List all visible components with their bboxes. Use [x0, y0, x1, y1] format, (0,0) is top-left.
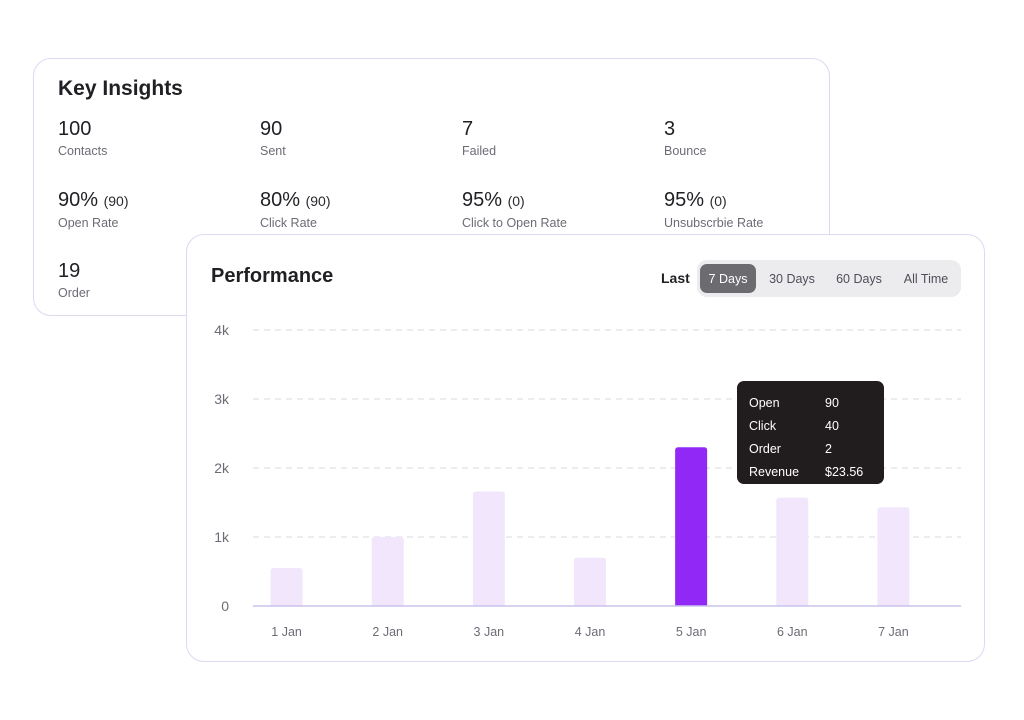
tooltip-row-open: Open 90 — [749, 391, 872, 414]
y-tick-label: 3k — [214, 391, 230, 407]
metric-value: 100 — [58, 118, 92, 140]
bar — [776, 497, 809, 606]
metric-sub-value: (90) — [305, 193, 331, 209]
chart-tooltip: Open 90 Click 40 Order 2 Revenue $23.56 — [737, 381, 884, 484]
tooltip-row-order: Order 2 — [749, 437, 872, 460]
tooltip-value: $23.56 — [825, 464, 864, 479]
metric-open-rate: 90% (90) Open Rate — [58, 188, 129, 230]
metric-label: Bounce — [664, 144, 707, 158]
range-60-days-button[interactable]: 60 Days — [836, 271, 882, 286]
metric-value: 95% — [462, 189, 503, 211]
tooltip-key: Open — [749, 395, 780, 410]
metric-value: 80% — [260, 189, 301, 211]
bar — [472, 491, 505, 606]
range-7-days-button[interactable]: 7 Days — [700, 264, 756, 293]
metric-value: 90 — [260, 118, 283, 140]
x-tick-label: 2 Jan — [372, 625, 403, 639]
metric-sub-value: (0) — [507, 193, 525, 209]
metric-label: Contacts — [58, 144, 108, 158]
tooltip-value: 90 — [825, 395, 839, 410]
metric-contacts: 100 Contacts — [58, 117, 107, 158]
bar — [270, 568, 303, 606]
metric-click-rate: 80% (90) Click Rate — [260, 188, 331, 230]
bar — [675, 447, 708, 606]
performance-card: Performance Last 7 Days 30 Days 60 Days … — [186, 234, 985, 662]
metric-label: Click Rate — [260, 216, 317, 230]
x-tick-label: 7 Jan — [878, 625, 909, 639]
metric-bounce: 3 Bounce — [664, 117, 706, 158]
tooltip-key: Revenue — [749, 464, 800, 479]
key-insights-title: Key Insights — [58, 77, 183, 100]
metric-sub-value: (90) — [103, 193, 129, 209]
metric-unsubscribe-rate: 95% (0) Unsubscrbie Rate — [664, 188, 763, 230]
bar — [371, 537, 404, 606]
metric-value: 95% — [664, 189, 705, 211]
metric-label: Failed — [462, 144, 497, 158]
tooltip-value: 40 — [825, 418, 839, 433]
tooltip-value: 2 — [825, 441, 832, 456]
metric-label: Sent — [260, 144, 286, 158]
metric-order: 19 Order — [58, 259, 90, 300]
metric-value: 19 — [58, 260, 81, 282]
metric-click-to-open-rate: 95% (0) Click to Open Rate — [462, 188, 567, 230]
metric-failed: 7 Failed — [462, 117, 496, 158]
y-tick-label: 0 — [221, 598, 229, 614]
metric-value: 7 — [462, 118, 474, 140]
metric-label: Open Rate — [58, 216, 119, 230]
tooltip-key: Order — [749, 441, 781, 456]
y-tick-label: 1k — [214, 529, 230, 545]
y-tick-label: 2k — [214, 460, 230, 476]
y-tick-label: 4k — [214, 322, 230, 338]
tooltip-row-revenue: Revenue $23.56 — [749, 460, 872, 483]
x-tick-label: 3 Jan — [474, 625, 505, 639]
performance-bar-chart: 0 1k 2k 3k 4k 1 Jan 2 Jan 3 Jan 4 Jan 5 Jan 6 Jan 7… — [214, 322, 961, 639]
range-label: Last — [661, 270, 690, 286]
x-tick-label: 5 Jan — [676, 625, 707, 639]
metric-sub-value: (0) — [709, 193, 727, 209]
x-tick-label: 1 Jan — [271, 625, 302, 639]
metric-label: Order — [58, 286, 90, 300]
metric-sent: 90 Sent — [260, 117, 286, 158]
bar — [574, 557, 606, 606]
range-30-days-button[interactable]: 30 Days — [769, 271, 815, 286]
metric-value: 3 — [664, 118, 676, 140]
metric-label: Click to Open Rate — [462, 216, 567, 230]
x-tick-label: 6 Jan — [777, 625, 808, 639]
bar — [877, 507, 910, 606]
range-all-time-button[interactable]: All Time — [903, 271, 949, 286]
performance-title: Performance — [211, 265, 334, 287]
metric-label: Unsubscrbie Rate — [664, 216, 764, 230]
tooltip-row-click: Click 40 — [749, 414, 872, 437]
metric-value: 90% — [58, 189, 99, 211]
range-selector: 7 Days 30 Days 60 Days All Time — [697, 260, 961, 297]
tooltip-key: Click — [749, 418, 777, 433]
x-tick-label: 4 Jan — [575, 625, 606, 639]
